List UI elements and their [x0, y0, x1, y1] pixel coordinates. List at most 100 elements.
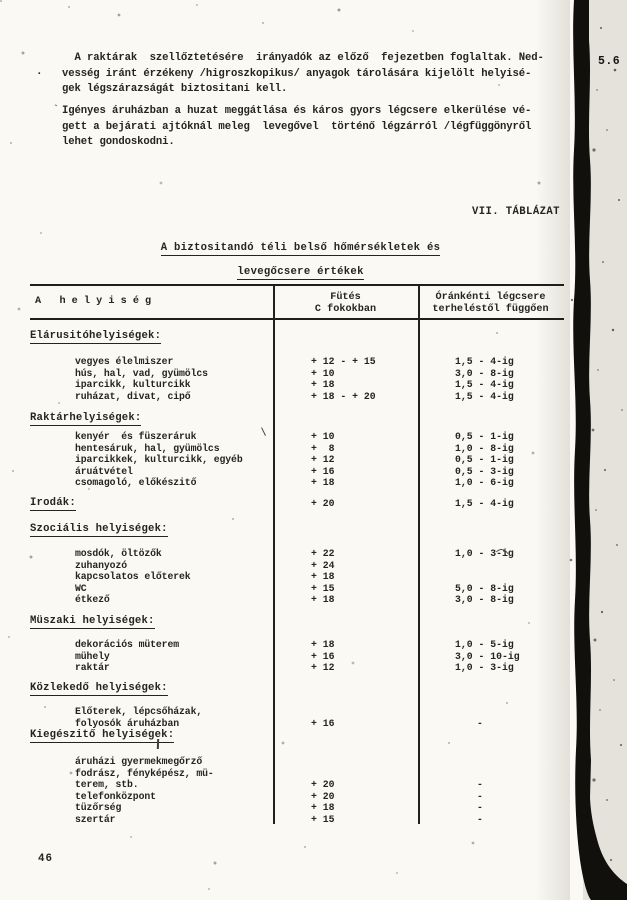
table-row: WC + 15 5,0 - 8-ig	[30, 583, 564, 595]
scan-gutter-artifact	[569, 0, 627, 900]
table-section: Irodák: + 20 1,5 - 4-ig	[30, 497, 564, 511]
airchange-value: -	[477, 779, 483, 791]
paper-noise	[0, 0, 2, 2]
header-line: Óránkénti légcsere	[435, 292, 546, 303]
table-title-line2: levegőcsere értékek	[28, 266, 573, 280]
section-header-label: Elárusitóhelyiségek:	[30, 330, 162, 344]
table-row: áruházi gyermekmegőrző	[30, 756, 564, 768]
text-line: Igényes áruházban a huzat meggátlása és …	[62, 105, 532, 117]
heating-value: + 20	[311, 790, 335, 802]
table-row: kapcsolatos előterek + 18	[30, 571, 564, 583]
table-title-line1: A biztositandó téli belső hőmérsékletek …	[28, 242, 573, 256]
section-header-label: Szociális helyiségek:	[30, 523, 168, 537]
section-rows: Előterek, lépcsőházak, folyosók áruházban…	[30, 706, 564, 729]
airchange-value: 3,0 - 10-ig	[455, 650, 520, 662]
table-row: hentesáruk, hal, gyümölcs + 8 1,0 - 8-ig	[30, 443, 564, 455]
table-section: Raktárhelyiségek: kenyér és füszeráruk + 1…	[30, 412, 564, 489]
room-label: terem, stb.	[75, 779, 139, 791]
airchange-value: 5,0 - 8-ig	[455, 582, 514, 594]
room-label: iparcikkek, kulturcikk, egyéb	[75, 454, 243, 466]
section-header: Szociális helyiségek:	[30, 523, 564, 537]
table-row: tüzőrség + 18 -	[30, 802, 564, 814]
column-header-heating: Fütés C fokokban	[275, 292, 416, 315]
room-label: kapcsolatos előterek	[75, 571, 191, 583]
section-header-label: Kiegészitő helyiségek:	[30, 729, 175, 743]
airchange-value: 1,0 - 3-ig	[455, 662, 514, 674]
table-row: szertár + 15 -	[30, 814, 564, 826]
section-rows: mosdók, öltözők + 22 1,0 - 3-ig zuhanyozó + …	[30, 548, 564, 606]
page-number: 46	[38, 853, 53, 865]
heating-value: + 18	[311, 571, 335, 583]
header-line: C fokokban	[314, 303, 377, 315]
table-column-divider-1	[273, 285, 275, 824]
heating-value: + 18 - + 20	[311, 390, 376, 402]
section-header: Müszaki helyiségek:	[30, 615, 564, 629]
text-line: gek légszárazságát biztositani kell.	[62, 83, 288, 96]
table-top-rule	[30, 284, 564, 286]
table-row: ruházat, divat, cipő + 18 - + 20 1,5 - 4-i…	[30, 391, 564, 403]
airchange-value: -	[477, 802, 483, 814]
heating-value: + 18	[311, 594, 335, 606]
airchange-value: 1,5 - 4-ig	[455, 498, 514, 509]
room-label: ruházat, divat, cipő	[75, 390, 191, 402]
room-label: raktár	[75, 662, 110, 674]
heating-value: + 18	[311, 379, 335, 391]
room-label: kenyér és füszeráruk	[75, 431, 197, 442]
table-row: raktár + 12 1,0 - 3-ig	[30, 662, 564, 674]
heating-value: + 24	[311, 559, 335, 571]
header-line: terheléstől függően	[432, 303, 549, 315]
section-rows: dekorációs müterem + 18 1,0 - 5-ig mühely + …	[30, 639, 564, 674]
heating-value: + 15	[311, 582, 335, 594]
header-line: Fütés	[330, 292, 361, 303]
table-row: iparcikk, kulturcikk + 18 1,5 - 4-ig	[30, 379, 564, 391]
pen-mark-dot: .	[36, 66, 43, 78]
section-header-label: Közlekedő helyiségek:	[30, 682, 168, 696]
table-row: vegyes élelmiszer + 12 - + 15 1,5 - 4-ig	[30, 356, 564, 368]
section-header: Irodák: + 20 1,5 - 4-ig	[30, 497, 564, 511]
text-line: A raktárak szellőztetésére irányadók az …	[62, 52, 544, 64]
table-row: hús, hal, vad, gyümölcs + 10 3,0 - 8-ig	[30, 368, 564, 380]
section-header-label: Irodák:	[30, 497, 76, 511]
airchange-value: 1,0 - 5-ig	[455, 639, 514, 650]
text-line: gett a bejárati ajtóknál meleg levegővel…	[62, 120, 532, 133]
table-row: étkező + 18 3,0 - 8-ig	[30, 594, 564, 606]
table-title-text: A biztositandó téli belső hőmérsékletek …	[160, 242, 441, 256]
table-row: fodrász, fényképész, mü-	[30, 768, 564, 780]
airchange-value: 1,0 - 6-ig	[455, 477, 514, 489]
section-rows: áruházi gyermekmegőrző fodrász, fényképés…	[30, 756, 564, 826]
table-row: terem, stb. + 20 -	[30, 779, 564, 791]
table-title-text: levegőcsere értékek	[237, 266, 364, 280]
paragraph-aircurtain: Igényes áruházban a huzat meggátlása és …	[62, 104, 531, 151]
table-section: Elárusitóhelyiségek: vegyes élelmiszer + 1…	[30, 330, 564, 402]
room-label: tüzőrség	[75, 802, 122, 814]
airchange-value: 3,0 - 8-ig	[455, 594, 514, 606]
heating-value: + 8	[311, 442, 335, 454]
heating-value: + 10	[311, 431, 335, 442]
heating-value: + 10	[311, 367, 335, 379]
page-curl-shadow	[536, 0, 570, 900]
room-label: telefonközpont	[75, 790, 156, 802]
table-column-divider-2	[418, 285, 420, 824]
paragraph-ventilation: A raktárak szellőztetésére irányadók az …	[62, 51, 544, 98]
table-row: telefonközpont + 20 -	[30, 791, 564, 803]
table-caption: VII. TÁBLÁZAT	[472, 206, 560, 218]
table-row: iparcikkek, kulturcikk, egyéb + 12 0,5 - 1…	[30, 454, 564, 466]
heating-value: + 22	[311, 548, 335, 559]
column-header-airchange: Óránkénti légcsere terheléstől függően	[420, 292, 561, 315]
airchange-value: -	[477, 790, 483, 802]
heating-value: + 12	[311, 454, 335, 466]
room-label: dekorációs müterem	[75, 639, 180, 650]
airchange-value: 0,5 - 1-ig	[455, 454, 514, 466]
airchange-value: 1,5 - 4-ig	[455, 390, 514, 402]
table-row: folyosók áruházban + 16 -	[30, 718, 564, 730]
heating-value: + 15	[311, 813, 335, 825]
section-header: Elárusitóhelyiségek:	[30, 330, 564, 344]
heating-value: + 20	[311, 498, 335, 509]
airchange-value: 0,5 - 1-ig	[455, 431, 514, 442]
section-rows: vegyes élelmiszer + 12 - + 15 1,5 - 4-ig hú…	[30, 356, 564, 402]
room-label: hentesáruk, hal, gyümölcs	[75, 442, 220, 454]
heating-value: + 20	[311, 779, 335, 791]
airchange-value: -	[477, 813, 483, 825]
heating-value: + 16	[311, 650, 335, 662]
